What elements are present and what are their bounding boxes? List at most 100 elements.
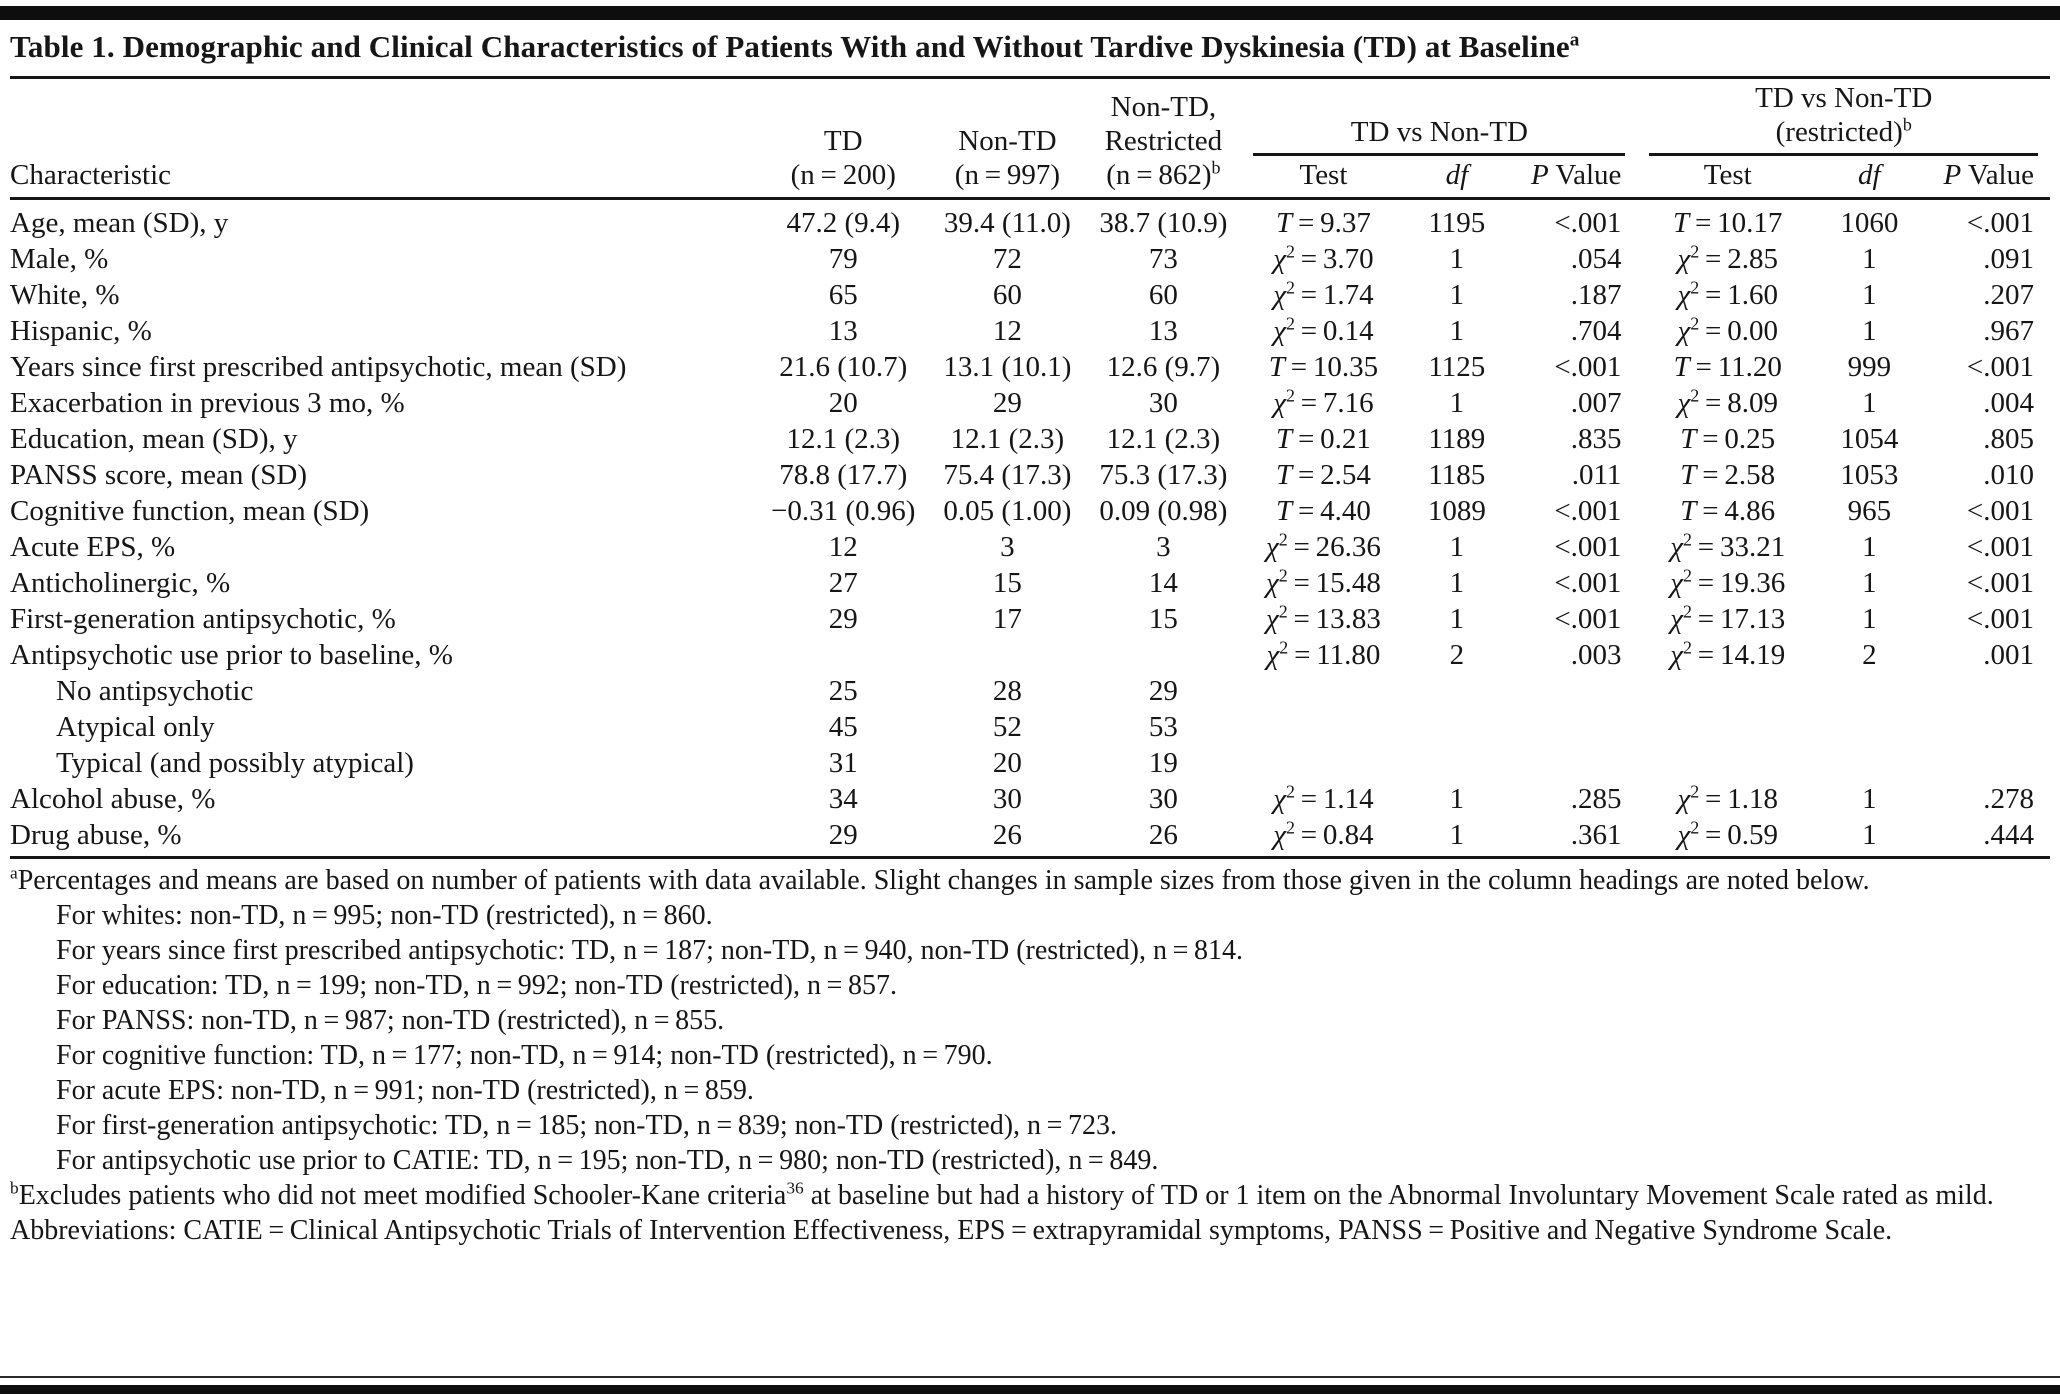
- row-label: Years since first prescribed antipsychot…: [10, 351, 627, 383]
- cell-test-2: χ2 = 0.00: [1677, 313, 1778, 347]
- cell-pvalue-2: .444: [1920, 817, 2050, 859]
- cell-non-td: 12.1 (2.3): [950, 423, 1065, 455]
- cell-test-1: χ2 = 1.14: [1273, 781, 1374, 815]
- table-container: Table 1. Demographic and Clinical Charac…: [0, 20, 2060, 1248]
- cell-test-1: [1241, 745, 1405, 781]
- table-row: No antipsychotic 25 28 29: [10, 673, 2050, 709]
- col-header-td: TD (n = 200): [757, 81, 930, 200]
- col-header-pvalue-2: P Value: [1920, 158, 2050, 200]
- cell-df-2: 1054: [1840, 423, 1899, 455]
- col-group-td-vs-non-td-restricted: TD vs Non-TD (restricted)b: [1637, 81, 2050, 158]
- cell-test-2: T = 2.58: [1680, 459, 1776, 491]
- cell-test-2: T = 11.20: [1673, 351, 1782, 383]
- table-header: Characteristic TD (n = 200) Non-TD (n = 99…: [10, 81, 2050, 200]
- cell-test-1: χ2 = 13.83: [1265, 601, 1381, 635]
- cell-td: 20: [828, 387, 858, 419]
- cell-pvalue-2: [1921, 673, 2050, 709]
- cell-df-1: 1125: [1428, 351, 1486, 383]
- cell-pvalue-1: .011: [1571, 459, 1622, 491]
- cell-pvalue-1: .835: [1570, 423, 1622, 455]
- table-row: Typical (and possibly atypical) 31 20 19: [10, 745, 2050, 781]
- cell-non-td-restricted: 15: [1148, 603, 1178, 635]
- cell-td: 12: [828, 531, 858, 563]
- cell-test-2: χ2 = 1.18: [1677, 781, 1778, 815]
- cell-non-td: 26: [929, 817, 1086, 859]
- cell-test-2: χ2 = 17.13: [1670, 601, 1786, 635]
- table-row: Anticholinergic, % 27 15 14 χ2 = 15.48 1 <.001…: [10, 565, 2050, 601]
- cell-pvalue-1: .187: [1570, 279, 1622, 311]
- row-label: Hispanic, %: [10, 315, 152, 347]
- cell-df-1: [1406, 673, 1509, 709]
- row-label: Education, mean (SD), y: [10, 423, 298, 455]
- cell-non-td: 3: [1000, 531, 1015, 563]
- cell-pvalue-2: <.001: [1966, 207, 2034, 239]
- col-header-test-2: Test: [1637, 158, 1819, 200]
- cell-non-td: 72: [992, 243, 1022, 275]
- cell-pvalue-2: <.001: [1966, 531, 2034, 563]
- cell-pvalue-2: <.001: [1966, 351, 2034, 383]
- col-header-df-1: df: [1405, 158, 1509, 200]
- table-row: Cognitive function, mean (SD) −0.31 (0.96…: [10, 493, 2050, 529]
- cell-test-1: χ2 = 0.84: [1241, 817, 1406, 859]
- cell-test-1: T = 9.37: [1276, 207, 1371, 239]
- row-label: Typical (and possibly atypical): [56, 747, 414, 779]
- row-label: Age, mean (SD), y: [10, 207, 229, 239]
- cell-pvalue-2: <.001: [1966, 603, 2034, 635]
- footnote: For cognitive function: TD, n = 177; non…: [56, 1040, 993, 1071]
- cell-df-2: 1: [1862, 783, 1877, 815]
- header-row-groups: Characteristic TD (n = 200) Non-TD (n = 99…: [10, 81, 2050, 200]
- cell-non-td-restricted: 29: [1148, 675, 1178, 707]
- cell-non-td: 13.1 (10.1): [943, 351, 1072, 383]
- table-title: Table 1. Demographic and Clinical Charac…: [10, 20, 2050, 76]
- cell-pvalue-2: .004: [1983, 387, 2034, 419]
- table-body: Age, mean (SD), y 47.2 (9.4) 39.4 (11.0) 38…: [10, 199, 2050, 859]
- cell-non-td: 52: [992, 711, 1022, 743]
- cell-pvalue-2: .805: [1983, 423, 2034, 455]
- cell-test-2: [1637, 673, 1818, 709]
- cell-pvalue-1: <.001: [1554, 495, 1622, 527]
- col-header-pvalue-1: P Value: [1508, 158, 1638, 200]
- cell-df-2: 999: [1847, 351, 1892, 383]
- footnote: bExcludes patients who did not meet modi…: [10, 1178, 1994, 1211]
- cell-non-td: 15: [992, 567, 1022, 599]
- cell-non-td-restricted: 60: [1148, 279, 1178, 311]
- cell-df-1: 1: [1449, 531, 1465, 563]
- cell-df-2: 1: [1862, 531, 1877, 563]
- footnote-marker: b: [10, 1178, 19, 1198]
- cell-df-1: 1: [1449, 387, 1465, 419]
- row-label: Drug abuse, %: [10, 817, 758, 859]
- header-row-stats: Test df P Value Test df P Value: [10, 158, 2050, 200]
- cell-pvalue-2: .967: [1983, 315, 2034, 347]
- cell-df-1: 1: [1449, 315, 1465, 347]
- cell-non-td-restricted: 13: [1148, 315, 1178, 347]
- cell-df-2: 1: [1862, 567, 1877, 599]
- cell-df-2: 1: [1862, 387, 1877, 419]
- cell-td: 78.8 (17.7): [779, 459, 908, 491]
- table-row: Years since first prescribed antipsychot…: [10, 349, 2050, 385]
- cell-df-2: 1: [1862, 315, 1877, 347]
- cell-test-2: χ2 = 14.19: [1670, 637, 1786, 671]
- cell-non-td-restricted: 12.1 (2.3): [1106, 423, 1221, 455]
- footnote: For acute EPS: non-TD, n = 991; non-TD (…: [56, 1075, 754, 1106]
- cell-td: 27: [828, 567, 858, 599]
- cell-td: −0.31 (0.96): [771, 495, 916, 527]
- cell-df-1: 1: [1405, 817, 1509, 859]
- cell-df-2: 1060: [1840, 207, 1899, 239]
- table-top-rule: [0, 6, 2060, 20]
- row-label: Alcohol abuse, %: [10, 783, 216, 815]
- cell-td: 13: [828, 315, 858, 347]
- cell-non-td: 75.4 (17.3): [943, 459, 1072, 491]
- cell-test-1: T = 10.35: [1268, 351, 1379, 383]
- cell-test-1: T = 2.54: [1276, 459, 1371, 491]
- reference-superscript: 36: [786, 1178, 804, 1198]
- cell-td: 29: [757, 817, 930, 859]
- table-row: Atypical only 45 52 53: [10, 709, 2050, 745]
- table-row: PANSS score, mean (SD) 78.8 (17.7) 75.4 (1…: [10, 457, 2050, 493]
- row-label: Anticholinergic, %: [10, 567, 231, 599]
- cell-non-td: 39.4 (11.0): [943, 207, 1071, 239]
- cell-non-td-restricted: 19: [1148, 747, 1178, 779]
- cell-non-td-restricted: 12.6 (9.7): [1106, 351, 1221, 383]
- footnote-marker: a: [10, 863, 18, 883]
- cell-td: 79: [828, 243, 858, 275]
- table-row: Hispanic, % 13 12 13 χ2 = 0.14 1 .704 χ2 = 0.00…: [10, 313, 2050, 349]
